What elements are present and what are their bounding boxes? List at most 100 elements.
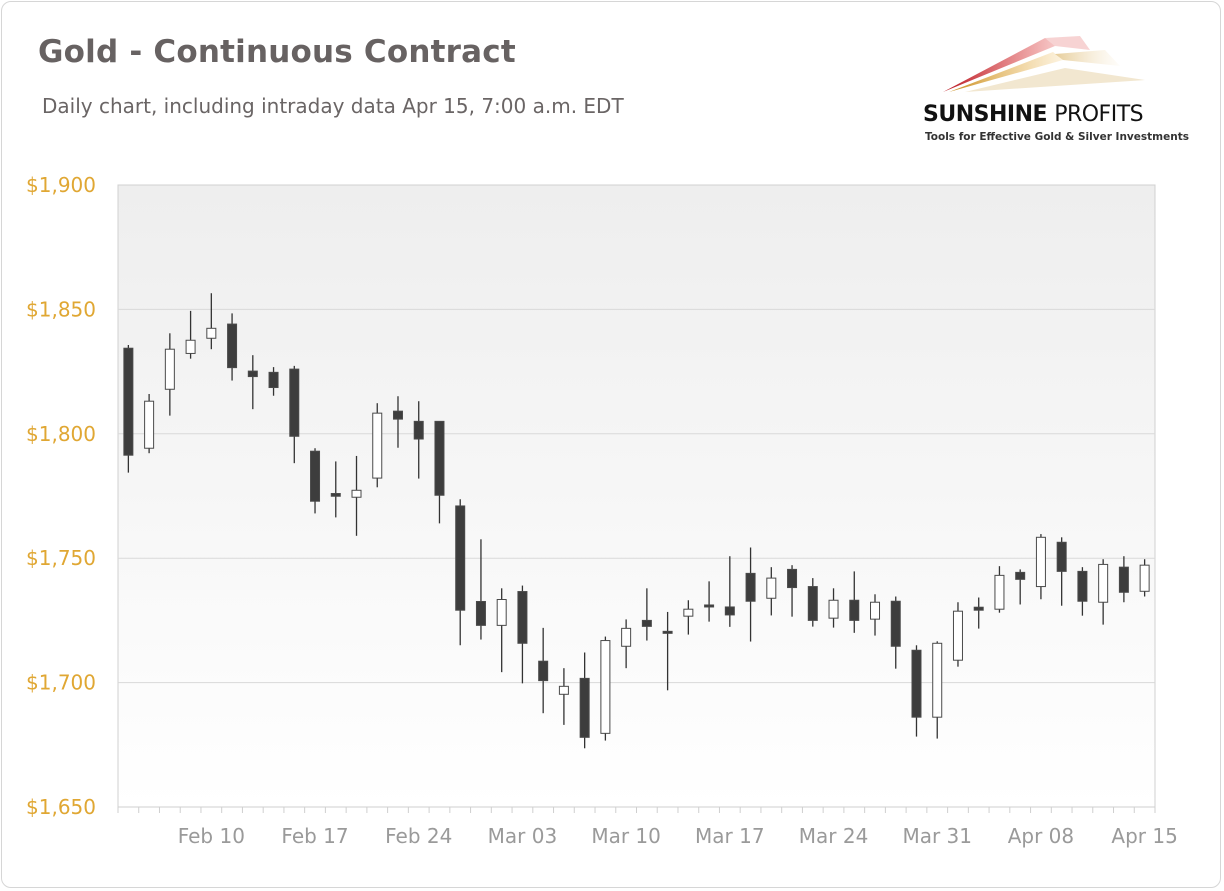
candle-body (351, 489, 362, 498)
candle-body (1015, 571, 1026, 580)
candle (247, 355, 258, 410)
candle (704, 581, 715, 622)
candle-body (745, 572, 756, 602)
x-tick-label: Mar 10 (591, 824, 661, 848)
logo-name: SUNSHINE PROFITS (923, 102, 1144, 127)
candle (973, 597, 984, 629)
candle (579, 652, 590, 749)
candle-body (455, 505, 466, 611)
candle-body (787, 568, 798, 589)
candle (351, 455, 362, 536)
candle (600, 636, 611, 741)
candles (123, 293, 1150, 749)
candle (932, 641, 943, 739)
candle (1056, 537, 1067, 606)
candle-body (413, 420, 424, 440)
candle-body (683, 608, 694, 617)
candle (621, 619, 632, 669)
candle-body (268, 371, 279, 389)
candle (185, 310, 196, 359)
candle-body (538, 660, 549, 682)
candle (952, 602, 963, 667)
logo-swoosh-icon (943, 36, 1145, 92)
candle-body (704, 604, 715, 608)
candle-body (330, 493, 341, 497)
candle-body (1139, 564, 1150, 592)
candle-body (870, 601, 881, 620)
candle-body (724, 606, 735, 616)
candle-body (206, 327, 217, 339)
candle (662, 611, 673, 691)
candle-body (911, 649, 922, 718)
candle-body (289, 368, 300, 437)
candle-body (247, 370, 258, 378)
candle (144, 393, 155, 454)
candle (123, 344, 134, 473)
candle (1035, 534, 1046, 600)
candle (870, 594, 881, 636)
candle (330, 461, 341, 518)
candle-body (558, 685, 569, 695)
candle-body (828, 599, 839, 619)
candle-body (1118, 566, 1129, 593)
y-tick-label: $1,700 (26, 671, 96, 695)
x-tick-label: Feb 17 (281, 824, 348, 848)
x-tick-label: Feb 10 (178, 824, 245, 848)
candle (392, 396, 403, 448)
candle-body (144, 400, 155, 449)
candle-body (310, 450, 321, 502)
y-tick-label: $1,850 (26, 297, 96, 321)
candle (413, 401, 424, 479)
y-tick-label: $1,750 (26, 546, 96, 570)
candle-body (123, 347, 134, 456)
x-tick-label: Mar 17 (695, 824, 765, 848)
candle (1139, 559, 1150, 597)
chart-subtitle: Daily chart, including intraday data Apr… (42, 94, 624, 118)
candle (1015, 569, 1026, 605)
candle (206, 293, 217, 350)
candle (372, 403, 383, 488)
candle-body (1035, 536, 1046, 588)
y-tick-label: $1,650 (26, 795, 96, 819)
candle (434, 420, 445, 524)
candle (683, 600, 694, 635)
candle-body (994, 574, 1005, 610)
x-tick-label: Mar 03 (488, 824, 558, 848)
candle (807, 578, 818, 627)
sunshine-profits-logo: SUNSHINE PROFITS Tools for Effective Gol… (905, 30, 1195, 170)
candle (268, 367, 279, 396)
candle-body (579, 677, 590, 738)
candle (289, 365, 300, 464)
candle-body (1056, 541, 1067, 572)
candle (787, 565, 798, 617)
x-tick-label: Feb 24 (385, 824, 452, 848)
candle-body (185, 339, 196, 354)
candle-body (392, 410, 403, 420)
logo-name-bold: SUNSHINE (923, 102, 1048, 127)
candle (828, 588, 839, 628)
candle (227, 313, 238, 381)
y-axis: $1,650 $1,700 $1,750 $1,800 $1,850 $1,900 (26, 173, 96, 819)
candle-body (952, 610, 963, 661)
candle-body (621, 627, 632, 647)
candle-body (600, 640, 611, 734)
candle-body (496, 599, 507, 626)
candle-body (372, 412, 383, 479)
candle-body (973, 606, 984, 611)
candle-body (227, 323, 238, 369)
chart-title: Gold - Continuous Contract (38, 34, 516, 70)
logo-tagline: Tools for Effective Gold & Silver Invest… (925, 131, 1189, 143)
y-tick-label: $1,900 (26, 173, 96, 197)
candle-body (662, 630, 673, 634)
candle-body (807, 586, 818, 621)
candle (164, 333, 175, 416)
candle (724, 556, 735, 627)
candle (911, 645, 922, 737)
candle (849, 571, 860, 633)
candle-body (434, 420, 445, 496)
candle (475, 539, 486, 640)
x-tick-label: Apr 08 (1008, 824, 1074, 848)
candle (538, 627, 549, 714)
candle-body (475, 600, 486, 626)
